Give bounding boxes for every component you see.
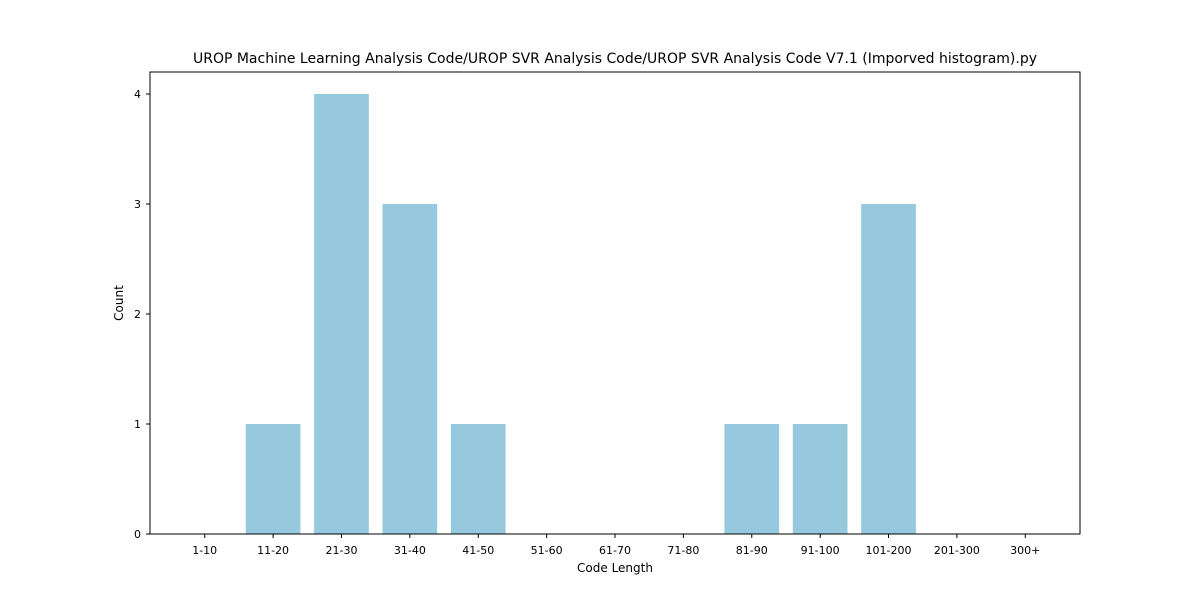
bar-101-200 — [861, 204, 916, 534]
x-tick-label: 91-100 — [801, 544, 840, 557]
x-tick-label: 201-300 — [934, 544, 980, 557]
y-tick-label: 0 — [134, 528, 141, 541]
bars — [245, 94, 916, 534]
x-tick-label: 71-80 — [667, 544, 699, 557]
x-tick-label: 61-70 — [599, 544, 631, 557]
x-tick-label: 101-200 — [866, 544, 912, 557]
y-tick-label: 1 — [134, 418, 141, 431]
chart-title: UROP Machine Learning Analysis Code/UROP… — [193, 51, 1037, 67]
bar-21-30 — [314, 94, 369, 534]
x-axis-ticks: 1-10 11-20 21-30 31-40 41-50 51-60 61-70 71-80 8… — [192, 534, 1040, 557]
bar-11-20 — [245, 424, 301, 534]
y-tick-label: 4 — [134, 88, 141, 101]
x-tick-label: 1-10 — [192, 544, 217, 557]
y-axis-ticks: 0 1 2 3 4 — [134, 88, 150, 541]
bar-31-40 — [382, 204, 438, 534]
x-axis-label: Code Length — [577, 561, 653, 575]
x-tick-label: 41-50 — [462, 544, 494, 557]
y-tick-label: 2 — [134, 308, 141, 321]
x-tick-label: 300+ — [1010, 544, 1040, 557]
x-tick-label: 51-60 — [531, 544, 563, 557]
x-tick-label: 31-40 — [394, 544, 426, 557]
y-tick-label: 3 — [134, 198, 141, 211]
bar-41-50 — [450, 424, 506, 534]
x-tick-label: 21-30 — [325, 544, 357, 557]
x-tick-label: 81-90 — [736, 544, 768, 557]
bar-91-100 — [792, 424, 848, 534]
y-axis-label: Count — [112, 285, 126, 321]
x-tick-label: 11-20 — [257, 544, 289, 557]
bar-81-90 — [724, 424, 780, 534]
